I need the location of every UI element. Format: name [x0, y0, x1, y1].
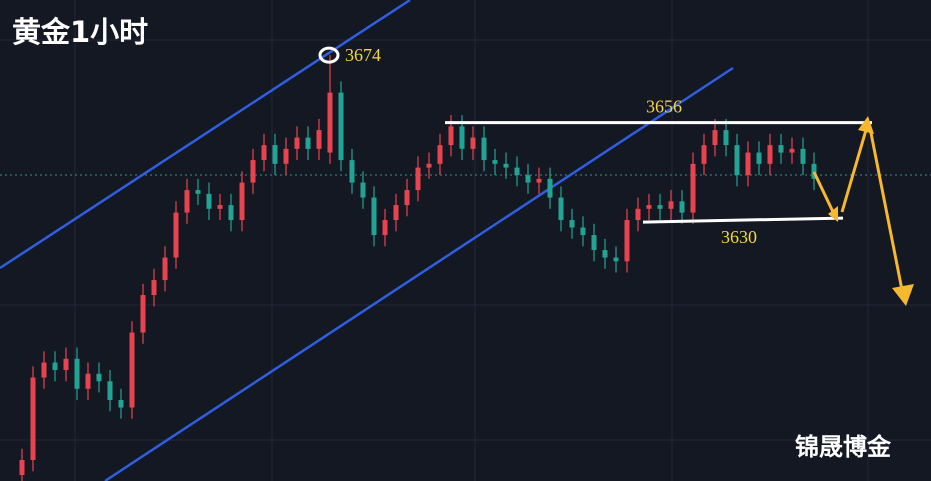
- candle-body: [646, 205, 652, 209]
- candle-body: [536, 178, 542, 183]
- candle-body: [701, 145, 707, 164]
- candle-body: [734, 145, 740, 176]
- candle-body: [569, 220, 575, 228]
- candle-body: [591, 235, 597, 251]
- candle-body: [19, 460, 25, 476]
- candle-body: [679, 201, 685, 213]
- candle-body: [250, 160, 256, 183]
- candle-body: [459, 126, 465, 149]
- candle-body: [140, 295, 146, 333]
- candle-body: [723, 130, 729, 146]
- candle-body: [360, 182, 366, 198]
- candle-body: [778, 145, 784, 153]
- candle-body: [503, 163, 509, 168]
- arrow: [868, 127, 904, 291]
- candle-body: [327, 92, 333, 153]
- candle-body: [195, 190, 201, 194]
- candle-body: [657, 205, 663, 209]
- candle-body: [349, 160, 355, 183]
- candle-body: [514, 167, 520, 176]
- candle-body: [173, 212, 179, 258]
- candle-body: [712, 130, 718, 146]
- high-label: 3674: [345, 45, 381, 65]
- candle-body: [217, 205, 223, 209]
- candle-body: [63, 358, 69, 371]
- candle-body: [371, 197, 377, 236]
- levels: 3674 3656 3630: [318, 45, 872, 247]
- candle-body: [448, 126, 454, 146]
- candle-body: [426, 163, 432, 168]
- candle-body: [184, 190, 190, 213]
- chart-title: 黄金1小时: [12, 15, 148, 49]
- candle-body: [789, 148, 795, 153]
- candle-body: [129, 332, 135, 408]
- candle-body: [558, 197, 564, 221]
- candle-body: [85, 373, 91, 389]
- candle-body: [316, 130, 322, 149]
- candle-body: [745, 152, 751, 176]
- candle-body: [228, 205, 234, 221]
- candle-body: [580, 227, 586, 236]
- arrow: [812, 171, 836, 215]
- candle-body: [756, 152, 762, 164]
- candle-body: [613, 257, 619, 262]
- forecast-arrows: [812, 127, 904, 291]
- candle-body: [635, 208, 641, 221]
- candle-body: [767, 145, 773, 164]
- candle-body: [492, 160, 498, 164]
- candle-body: [74, 358, 80, 389]
- candle-body: [283, 148, 289, 164]
- candle-body: [800, 148, 806, 164]
- support-line: [642, 216, 844, 224]
- channel-lower: [104, 66, 734, 481]
- candle-body: [393, 205, 399, 221]
- candle-body: [96, 373, 102, 382]
- candle-body: [30, 377, 36, 461]
- candle-body: [41, 362, 47, 378]
- candle-body: [162, 257, 168, 281]
- candle-body: [437, 145, 443, 164]
- arrow-head: [828, 206, 838, 222]
- candle-body: [305, 137, 311, 149]
- support-label: 3630: [721, 227, 757, 247]
- arrow: [840, 129, 868, 213]
- candle-body: [470, 137, 476, 149]
- candle-body: [107, 381, 113, 401]
- candle-body: [118, 400, 124, 408]
- candle-body: [481, 137, 487, 161]
- candle-body: [525, 175, 531, 183]
- candle-body: [602, 250, 608, 258]
- candle-body: [206, 193, 212, 209]
- candle-body: [404, 190, 410, 206]
- watermark: 锦晟博金: [795, 433, 892, 461]
- resistance-label: 3656: [646, 97, 682, 117]
- candle-body: [294, 137, 300, 149]
- candle-body: [272, 145, 278, 164]
- candles: [19, 55, 817, 481]
- candle-body: [261, 145, 267, 161]
- candle-body: [668, 201, 674, 209]
- candle-body: [52, 362, 58, 371]
- high-marker: [318, 46, 340, 64]
- candle-body: [690, 163, 696, 213]
- candle-body: [624, 220, 630, 262]
- candle-body: [811, 163, 817, 179]
- candle-body: [151, 280, 157, 296]
- channel-upper: [0, 0, 411, 270]
- candle-body: [415, 167, 421, 191]
- candle-body: [338, 92, 344, 161]
- candle-body: [547, 178, 553, 198]
- arrow-head: [892, 284, 914, 306]
- candle-body: [239, 182, 245, 221]
- arrow-head: [858, 116, 874, 134]
- arrow-heads: [828, 116, 914, 306]
- candle-body: [382, 220, 388, 236]
